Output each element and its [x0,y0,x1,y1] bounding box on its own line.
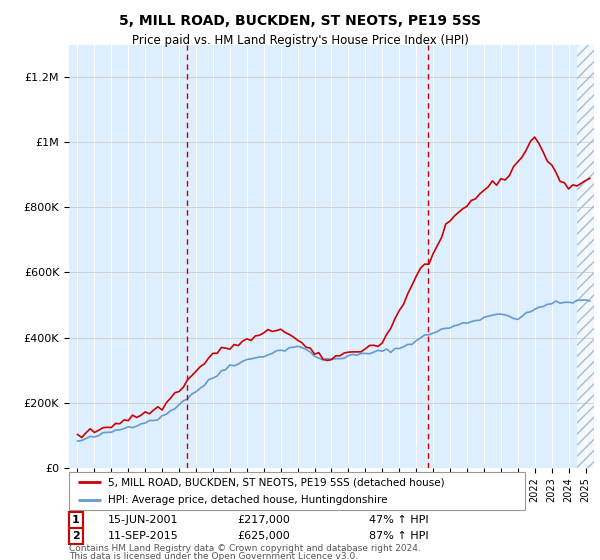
Bar [577,45,594,468]
FancyBboxPatch shape [69,472,525,510]
Text: 5, MILL ROAD, BUCKDEN, ST NEOTS, PE19 5SS (detached house): 5, MILL ROAD, BUCKDEN, ST NEOTS, PE19 5S… [108,477,445,487]
Text: 1: 1 [184,492,190,502]
Text: Contains HM Land Registry data © Crown copyright and database right 2024.: Contains HM Land Registry data © Crown c… [69,544,421,553]
Text: 47% ↑ HPI: 47% ↑ HPI [369,515,428,525]
Text: 5, MILL ROAD, BUCKDEN, ST NEOTS, PE19 5SS: 5, MILL ROAD, BUCKDEN, ST NEOTS, PE19 5S… [119,14,481,28]
Text: 1: 1 [72,515,80,525]
Text: Price paid vs. HM Land Registry's House Price Index (HPI): Price paid vs. HM Land Registry's House … [131,34,469,46]
Text: £217,000: £217,000 [237,515,290,525]
Text: 2: 2 [72,531,80,541]
Text: This data is licensed under the Open Government Licence v3.0.: This data is licensed under the Open Gov… [69,552,358,560]
Bar [577,45,594,468]
Text: 15-JUN-2001: 15-JUN-2001 [108,515,179,525]
Text: HPI: Average price, detached house, Huntingdonshire: HPI: Average price, detached house, Hunt… [108,495,387,505]
Text: 11-SEP-2015: 11-SEP-2015 [108,531,179,541]
Text: £625,000: £625,000 [237,531,290,541]
Text: 2: 2 [425,492,431,502]
Text: 87% ↑ HPI: 87% ↑ HPI [369,531,428,541]
